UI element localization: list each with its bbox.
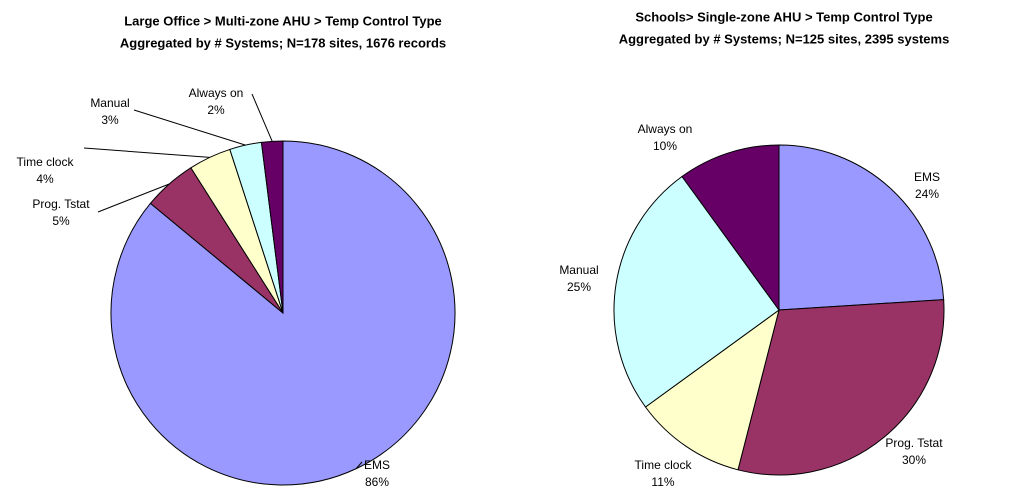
slice-label: Manual [90, 96, 129, 110]
slice-value-label: 3% [101, 113, 119, 127]
slice-value-label: 4% [36, 172, 54, 186]
leader-line [133, 109, 246, 146]
leader-line [97, 183, 170, 213]
slice-label: Always on [189, 86, 244, 100]
slice-label: EMS [364, 458, 390, 472]
chart-title: Aggregated by # Systems; N=178 sites, 16… [120, 35, 446, 50]
chart-title: Large Office > Multi-zone AHU > Temp Con… [124, 13, 442, 28]
chart-title: Aggregated by # Systems; N=125 sites, 23… [619, 31, 950, 46]
pie-slice [737, 299, 945, 476]
slice-value-label: 86% [365, 475, 389, 489]
pie-slice [613, 175, 780, 408]
slice-value-label: 30% [902, 453, 926, 467]
leader-line [251, 93, 273, 142]
slice-label: Always on [638, 122, 693, 136]
pie-slice [778, 144, 945, 311]
slice-label: Manual [559, 263, 598, 277]
leader-line [83, 147, 210, 158]
slice-value-label: 25% [567, 280, 591, 294]
slice-value-label: 5% [52, 214, 70, 228]
slice-value-label: 24% [915, 187, 939, 201]
slice-label: Prog. Tstat [32, 197, 90, 211]
leader-line [355, 461, 363, 469]
slice-value-label: 10% [653, 139, 677, 153]
slice-label: EMS [914, 170, 940, 184]
pie-slice [644, 308, 780, 471]
pie-slice [681, 144, 780, 312]
slice-value-label: 2% [207, 103, 225, 117]
chart-title: Schools> Single-zone AHU > Temp Control … [635, 9, 932, 24]
slice-label: Time clock [17, 155, 75, 169]
slice-value-label: 11% [651, 475, 674, 489]
slice-label: Time clock [635, 458, 693, 472]
slice-label: Prog. Tstat [885, 436, 943, 450]
